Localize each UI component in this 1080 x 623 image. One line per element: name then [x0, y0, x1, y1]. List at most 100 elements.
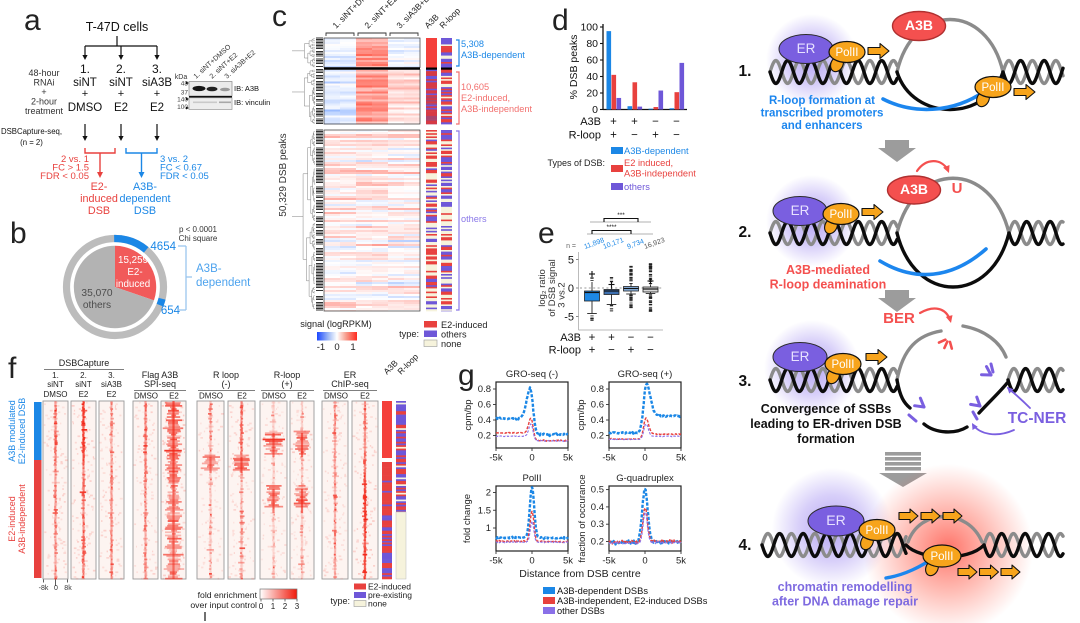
- svg-text:PolII: PolII: [522, 473, 541, 484]
- svg-text:R loop: R loop: [213, 370, 239, 380]
- svg-text:Convergence of SSBs: Convergence of SSBs: [761, 402, 892, 416]
- svg-text:+: +: [154, 88, 160, 100]
- svg-text:siNT: siNT: [75, 380, 92, 389]
- svg-text:ER: ER: [791, 349, 810, 364]
- svg-text:PolII: PolII: [835, 47, 858, 59]
- svg-text:+: +: [589, 345, 596, 357]
- svg-text:0.3: 0.3: [591, 519, 604, 530]
- svg-text:2.: 2.: [116, 62, 126, 76]
- svg-text:4.: 4.: [739, 537, 752, 554]
- svg-text:A3B-dependent: A3B-dependent: [624, 146, 689, 156]
- svg-text:e: e: [538, 217, 555, 250]
- svg-text:+: +: [610, 116, 617, 128]
- svg-text:E2-: E2-: [91, 181, 108, 193]
- svg-text:60: 60: [586, 55, 598, 67]
- svg-text:1.5: 1.5: [478, 505, 491, 516]
- svg-text:PolII: PolII: [981, 82, 1004, 94]
- svg-text:0: 0: [54, 585, 58, 592]
- svg-text:−: −: [608, 345, 615, 357]
- svg-text:-8k: -8k: [39, 585, 49, 592]
- svg-text:p < 0.0001: p < 0.0001: [179, 225, 218, 234]
- svg-text:DMSO: DMSO: [68, 102, 103, 114]
- svg-text:2.: 2.: [739, 224, 752, 241]
- svg-text:0.2: 0.2: [591, 537, 604, 548]
- svg-text:2 vs. 1: 2 vs. 1: [61, 154, 89, 165]
- svg-text:log₂ ratio: log₂ ratio: [537, 269, 548, 307]
- svg-text:A3B-mediated: A3B-mediated: [786, 263, 870, 277]
- svg-text:20: 20: [586, 88, 598, 100]
- svg-text:A3B: A3B: [422, 12, 441, 31]
- svg-text:DMSO: DMSO: [324, 392, 348, 401]
- svg-text:E2: E2: [114, 102, 128, 114]
- svg-text:others: others: [441, 330, 467, 340]
- svg-text:A3B-independent: A3B-independent: [624, 169, 696, 179]
- svg-text:Types of DSB:: Types of DSB:: [547, 158, 605, 168]
- svg-text:10,171: 10,171: [602, 237, 625, 251]
- svg-text:+: +: [41, 87, 46, 97]
- svg-text:A3B-dependent: A3B-dependent: [461, 50, 525, 60]
- svg-text:g: g: [458, 359, 475, 392]
- svg-text:1.: 1.: [52, 371, 59, 380]
- svg-text:10,605: 10,605: [461, 82, 489, 92]
- svg-text:-5k: -5k: [489, 556, 502, 567]
- svg-text:0.4: 0.4: [591, 502, 604, 513]
- svg-text:n =: n =: [566, 243, 576, 250]
- svg-text:0.8: 0.8: [591, 384, 604, 395]
- svg-text:A3B modulated: A3B modulated: [7, 400, 17, 462]
- svg-text:5: 5: [568, 254, 574, 266]
- svg-text:ER: ER: [797, 41, 816, 56]
- svg-text:others: others: [83, 300, 111, 311]
- svg-text:3.: 3.: [739, 373, 752, 390]
- svg-text:80: 80: [586, 38, 598, 50]
- svg-text:−: −: [631, 130, 638, 142]
- svg-text:type:: type:: [330, 596, 350, 606]
- svg-text:E2: E2: [297, 392, 307, 401]
- svg-text:of DSB signal: of DSB signal: [547, 259, 558, 317]
- svg-text:E2-induced: E2-induced: [368, 582, 411, 592]
- svg-text:5k: 5k: [563, 556, 573, 567]
- svg-text:0: 0: [529, 556, 534, 567]
- svg-text:+: +: [118, 88, 124, 100]
- svg-text:(n = 2): (n = 2): [20, 138, 43, 147]
- svg-text:dependent: dependent: [196, 277, 251, 289]
- svg-text:leading to ER-driven DSB: leading to ER-driven DSB: [750, 417, 901, 431]
- svg-text:transcribed promoters: transcribed promoters: [761, 108, 884, 120]
- svg-text:0.4: 0.4: [591, 415, 604, 426]
- svg-text:−: −: [647, 332, 654, 344]
- svg-text:DMSO: DMSO: [199, 392, 223, 401]
- svg-text:0.2: 0.2: [478, 431, 491, 442]
- svg-text:Distance from DSB centre: Distance from DSB centre: [519, 568, 641, 580]
- svg-text:15,259: 15,259: [118, 255, 148, 266]
- svg-text:140: 140: [177, 97, 188, 104]
- svg-text:FDR < 0.05: FDR < 0.05: [160, 171, 209, 182]
- svg-text:R-loop: R-loop: [437, 5, 462, 30]
- svg-text:****: ****: [606, 224, 617, 231]
- svg-text:3 vs.2: 3 vs.2: [557, 282, 568, 307]
- svg-text:U: U: [952, 180, 963, 197]
- svg-text:others: others: [461, 214, 487, 224]
- svg-text:c: c: [272, 0, 287, 33]
- svg-text:0: 0: [642, 556, 647, 567]
- svg-text:+: +: [631, 116, 638, 128]
- svg-text:pre-existing: pre-existing: [368, 590, 412, 600]
- svg-text:16,923: 16,923: [643, 237, 666, 251]
- svg-text:chromatin remodelling: chromatin remodelling: [778, 580, 913, 594]
- svg-text:PolII: PolII: [829, 209, 852, 221]
- svg-text:5k: 5k: [676, 556, 686, 567]
- svg-text:100: 100: [177, 104, 188, 111]
- svg-text:ER: ER: [826, 512, 845, 528]
- svg-text:A3B-independent, E2-induced DS: A3B-independent, E2-induced DSBs: [557, 596, 708, 606]
- svg-text:−: −: [673, 130, 680, 142]
- svg-text:100: 100: [580, 22, 598, 34]
- svg-text:E2-induced: E2-induced: [441, 320, 487, 330]
- svg-text:none: none: [368, 599, 387, 609]
- svg-text:−: −: [652, 116, 659, 128]
- svg-text:cpm/bp: cpm/bp: [463, 399, 474, 430]
- svg-text:E2 induced,: E2 induced,: [624, 158, 673, 168]
- svg-text:37: 37: [181, 90, 189, 97]
- svg-text:% DSB peaks: % DSB peaks: [568, 35, 580, 100]
- svg-text:1.: 1.: [80, 62, 90, 76]
- svg-text:(-): (-): [222, 379, 231, 389]
- svg-text:IB: vinculin: IB: vinculin: [234, 98, 270, 107]
- svg-text:1: 1: [350, 342, 355, 353]
